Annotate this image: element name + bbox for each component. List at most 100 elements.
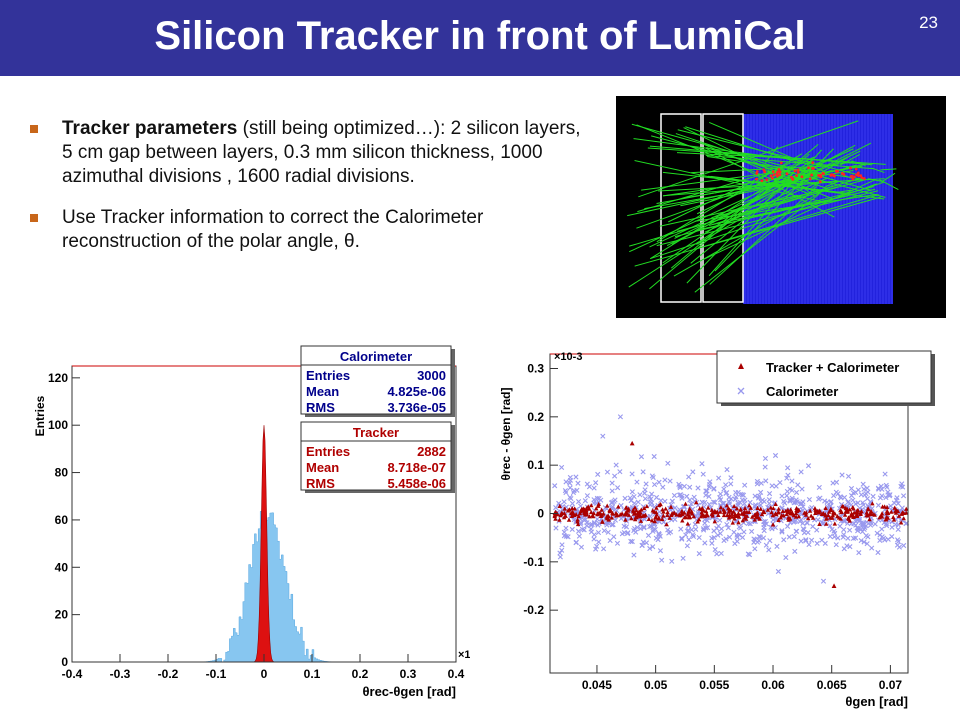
y-axis-label: θrec - θgen [rad] (499, 388, 513, 481)
calorimeter-marker (691, 470, 695, 474)
stats-key: Entries (306, 368, 350, 383)
calorimeter-marker (610, 489, 614, 493)
calorimeter-marker (785, 524, 789, 528)
tracker-marker (747, 503, 751, 507)
calorimeter-marker (719, 551, 723, 555)
calorimeter-marker (878, 496, 882, 500)
calorimeter-marker (697, 535, 701, 539)
calorimeter-marker (589, 530, 593, 534)
calorimeter-marker (823, 541, 827, 545)
x-tick-label: -0.2 (158, 667, 179, 681)
bullet-bold-text: Tracker parameters (62, 118, 237, 139)
calorimeter-marker (700, 462, 704, 466)
calorimeter-marker (722, 538, 726, 542)
calorimeter-marker (654, 495, 658, 499)
calorimeter-marker (661, 485, 665, 489)
calorimeter-marker (644, 482, 648, 486)
x-tick-label: 0.2 (352, 667, 369, 681)
legend-entry: Tracker + Calorimeter (766, 360, 899, 375)
x-tick-label: 0.4 (448, 667, 465, 681)
x-tick-label: 0.045 (582, 678, 612, 692)
bullet-item: Use Tracker information to correct the C… (30, 206, 590, 254)
calorimeter-marker (701, 472, 705, 476)
calorimeter-marker (658, 549, 662, 553)
tracker-marker (630, 441, 635, 446)
calorimeter-marker (642, 491, 646, 495)
calorimeter-marker (778, 480, 782, 484)
calorimeter-marker (592, 486, 596, 490)
calorimeter-marker (799, 470, 803, 474)
calorimeter-marker (554, 526, 558, 530)
calorimeter-marker (623, 496, 627, 500)
calorimeter-histogram-fill (72, 509, 360, 662)
calorimeter-marker (718, 518, 722, 522)
x-tick-label: 0.07 (879, 678, 903, 692)
calorimeter-marker (869, 546, 873, 550)
energy-deposit (821, 172, 824, 175)
calorimeter-marker (686, 475, 690, 479)
stats-key: Mean (306, 384, 339, 399)
calorimeter-marker (583, 499, 587, 503)
calorimeter-marker (574, 475, 578, 479)
calorimeter-marker (585, 493, 589, 497)
calorimeter-marker (857, 550, 861, 554)
energy-deposit (807, 166, 810, 169)
calorimeter-marker (733, 541, 737, 545)
x-tick-label: 0.3 (400, 667, 417, 681)
calorimeter-marker (888, 504, 892, 508)
calorimeter-marker (587, 485, 591, 489)
y-tick-label: 100 (48, 418, 68, 432)
calorimeter-marker (643, 497, 647, 501)
calorimeter-marker (901, 543, 905, 547)
calorimeter-marker (821, 579, 825, 583)
calorimeter-marker (559, 465, 563, 469)
calorimeter-marker (715, 552, 719, 556)
stats-value: 3.736e-05 (387, 400, 446, 415)
x-axis-label: θrec-θgen [rad] (362, 684, 456, 699)
calorimeter-marker (849, 486, 853, 490)
calorimeter-marker (753, 547, 757, 551)
x-tick-label: 0.065 (817, 678, 847, 692)
calorimeter-marker (846, 536, 850, 540)
tracker-marker (891, 515, 895, 519)
calorimeter-marker (612, 474, 616, 478)
calorimeter-marker (687, 485, 691, 489)
energy-deposit (778, 173, 781, 176)
calorimeter-marker (861, 482, 865, 486)
calorimeter-marker (682, 484, 686, 488)
calorimeter-marker (685, 544, 689, 548)
calorimeter-marker (799, 539, 803, 543)
calorimeter-marker (866, 535, 870, 539)
calorimeter-marker (670, 499, 674, 503)
calorimeter-marker (592, 537, 596, 541)
calorimeter-marker (736, 490, 740, 494)
energy-deposit (755, 178, 758, 181)
y-tick-label: -0.2 (523, 603, 544, 617)
calorimeter-marker (639, 455, 643, 459)
calorimeter-marker (613, 518, 617, 522)
calorimeter-marker (866, 490, 870, 494)
stats-key: Mean (306, 460, 339, 475)
calorimeter-marker (560, 543, 564, 547)
calorimeter-marker (596, 540, 600, 544)
calorimeter-marker (605, 470, 609, 474)
calorimeter-marker (831, 481, 835, 485)
y-tick-label: 0.2 (527, 410, 544, 424)
calorimeter-marker (755, 482, 759, 486)
calorimeter-marker (562, 500, 566, 504)
calorimeter-marker (659, 558, 663, 562)
y-tick-label: 0.3 (527, 362, 544, 376)
calorimeter-marker (763, 465, 767, 469)
calorimeter-marker (713, 547, 717, 551)
energy-deposit (860, 176, 863, 179)
energy-deposit (855, 173, 858, 176)
calorimeter-marker (648, 503, 652, 507)
calorimeter-marker (727, 495, 731, 499)
calorimeter-marker (722, 487, 726, 491)
energy-deposit (795, 174, 798, 177)
detector-event-image (616, 96, 946, 318)
calorimeter-marker (873, 522, 877, 526)
